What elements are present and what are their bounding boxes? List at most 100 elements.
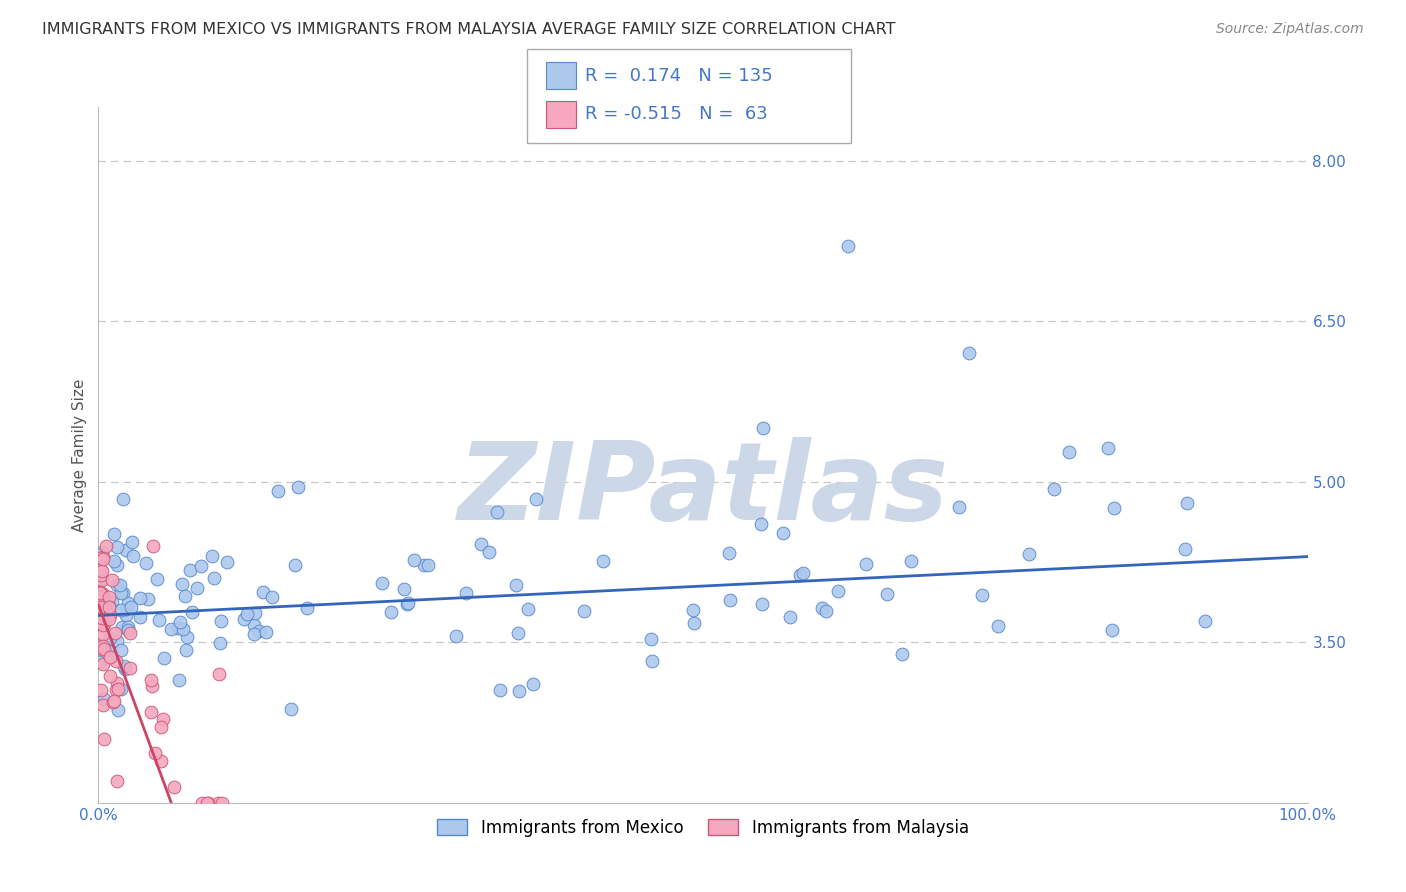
Point bbox=[110, 681, 132, 696]
Point bbox=[105, 558, 128, 572]
Point bbox=[242, 617, 264, 632]
Point bbox=[89, 586, 111, 600]
Point bbox=[371, 575, 394, 590]
Point bbox=[208, 667, 231, 681]
Point bbox=[112, 586, 135, 600]
Point bbox=[508, 626, 530, 640]
Point bbox=[295, 601, 318, 615]
Point bbox=[89, 585, 111, 599]
Point bbox=[1097, 441, 1119, 455]
Point bbox=[827, 583, 849, 598]
Text: R =  0.174   N = 135: R = 0.174 N = 135 bbox=[585, 67, 773, 85]
Point bbox=[98, 599, 121, 613]
Point bbox=[247, 624, 270, 639]
Point bbox=[129, 610, 152, 624]
Point bbox=[105, 577, 128, 591]
Point bbox=[141, 673, 163, 688]
Point bbox=[91, 639, 114, 653]
Point bbox=[236, 607, 259, 621]
Point bbox=[1043, 482, 1066, 496]
Point bbox=[112, 659, 135, 673]
Point bbox=[103, 553, 125, 567]
Point bbox=[103, 694, 125, 708]
Point bbox=[93, 731, 115, 746]
Point bbox=[380, 605, 402, 619]
Point bbox=[641, 654, 664, 668]
Point bbox=[93, 552, 115, 566]
Point bbox=[98, 590, 121, 604]
Point bbox=[789, 567, 811, 582]
Point bbox=[89, 562, 111, 576]
Point bbox=[105, 676, 128, 690]
Point bbox=[117, 620, 139, 634]
Point bbox=[94, 539, 117, 553]
Point bbox=[815, 604, 838, 618]
Point bbox=[104, 654, 127, 668]
Point bbox=[89, 550, 111, 565]
Point bbox=[160, 623, 183, 637]
Point bbox=[233, 612, 256, 626]
Point bbox=[96, 642, 118, 657]
Point bbox=[186, 582, 208, 596]
Point bbox=[110, 586, 132, 600]
Point bbox=[1175, 496, 1198, 510]
Point bbox=[418, 558, 440, 573]
Point bbox=[90, 545, 112, 559]
Point bbox=[93, 642, 115, 657]
Point bbox=[93, 607, 115, 622]
Point bbox=[103, 527, 125, 541]
Point bbox=[114, 662, 136, 676]
Point bbox=[1018, 547, 1040, 561]
Point bbox=[209, 636, 232, 650]
Point bbox=[110, 642, 132, 657]
Point bbox=[174, 589, 197, 603]
Point bbox=[174, 643, 197, 657]
Point bbox=[169, 615, 191, 629]
Point bbox=[207, 796, 229, 810]
Point bbox=[142, 539, 165, 553]
Point bbox=[120, 600, 142, 615]
Point bbox=[284, 558, 307, 572]
Point bbox=[114, 607, 136, 622]
Point bbox=[89, 548, 111, 562]
Point bbox=[516, 602, 538, 616]
Point bbox=[89, 601, 111, 615]
Point bbox=[751, 597, 773, 611]
Point bbox=[110, 602, 132, 616]
Point bbox=[98, 631, 121, 645]
Point bbox=[211, 796, 233, 810]
Point bbox=[101, 595, 124, 609]
Point bbox=[150, 754, 173, 768]
Point bbox=[93, 692, 115, 706]
Point bbox=[505, 577, 527, 591]
Point bbox=[93, 698, 115, 712]
Point bbox=[91, 627, 114, 641]
Point bbox=[170, 577, 193, 591]
Point bbox=[163, 780, 186, 794]
Point bbox=[93, 598, 115, 612]
Point bbox=[195, 796, 218, 810]
Point bbox=[404, 553, 426, 567]
Point bbox=[98, 669, 121, 683]
Point bbox=[987, 619, 1010, 633]
Point bbox=[122, 549, 145, 563]
Point bbox=[486, 505, 509, 519]
Point bbox=[1059, 445, 1081, 459]
Point bbox=[100, 573, 122, 587]
Legend: Immigrants from Mexico, Immigrants from Malaysia: Immigrants from Mexico, Immigrants from … bbox=[430, 812, 976, 843]
Point bbox=[115, 543, 138, 558]
Point bbox=[152, 650, 174, 665]
Point bbox=[243, 607, 266, 621]
Point bbox=[1101, 623, 1123, 637]
Point bbox=[152, 712, 174, 726]
Point bbox=[456, 586, 478, 600]
Point bbox=[115, 602, 138, 616]
Point bbox=[105, 540, 128, 554]
Point bbox=[243, 627, 266, 641]
Point bbox=[111, 492, 134, 507]
Point bbox=[1174, 542, 1197, 557]
Point bbox=[91, 657, 114, 672]
Point bbox=[720, 592, 742, 607]
Point bbox=[89, 574, 111, 588]
Point bbox=[718, 545, 741, 559]
